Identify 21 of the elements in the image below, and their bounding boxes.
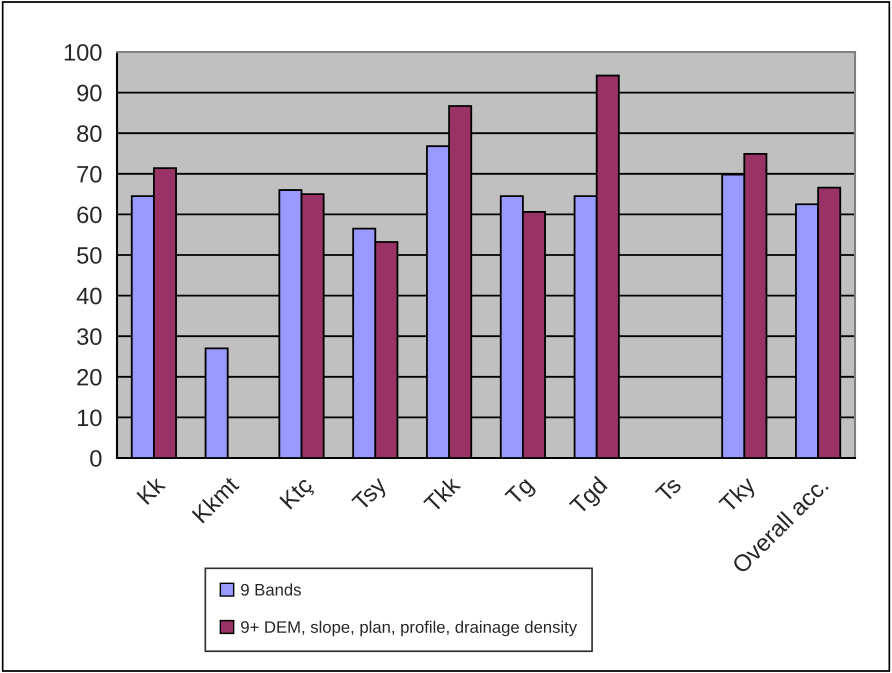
y-tick-label: 10: [78, 409, 102, 426]
y-tick-label: 50: [77, 247, 102, 264]
legend-label: 9 Bands: [241, 583, 301, 596]
y-tick-label: 0: [90, 450, 102, 467]
x-tick-label: Kk: [136, 474, 166, 505]
y-tick-label: 40: [76, 288, 102, 304]
legend-label: 9+ DEM, slope, plan, profile, drainage density: [241, 620, 578, 636]
y-tick-label: 60: [77, 206, 102, 224]
y-tick-label: 80: [77, 125, 102, 142]
x-tick-label: Tsy: [351, 475, 391, 515]
y-tick-label: 70: [77, 166, 102, 183]
x-tick-label: Ktç: [279, 476, 317, 513]
y-tick-label: 20: [77, 368, 102, 386]
x-tick-label: Tgd: [568, 476, 612, 519]
y-tick-label: 30: [77, 328, 102, 345]
x-tick-label: Tg: [504, 476, 538, 510]
y-tick-label: 100: [64, 44, 102, 61]
x-tick-label: Tkk: [422, 474, 462, 514]
y-tick-label: 90: [77, 84, 102, 102]
x-tick-label: Ts: [654, 476, 682, 504]
x-tick-label: Tky: [718, 474, 760, 517]
